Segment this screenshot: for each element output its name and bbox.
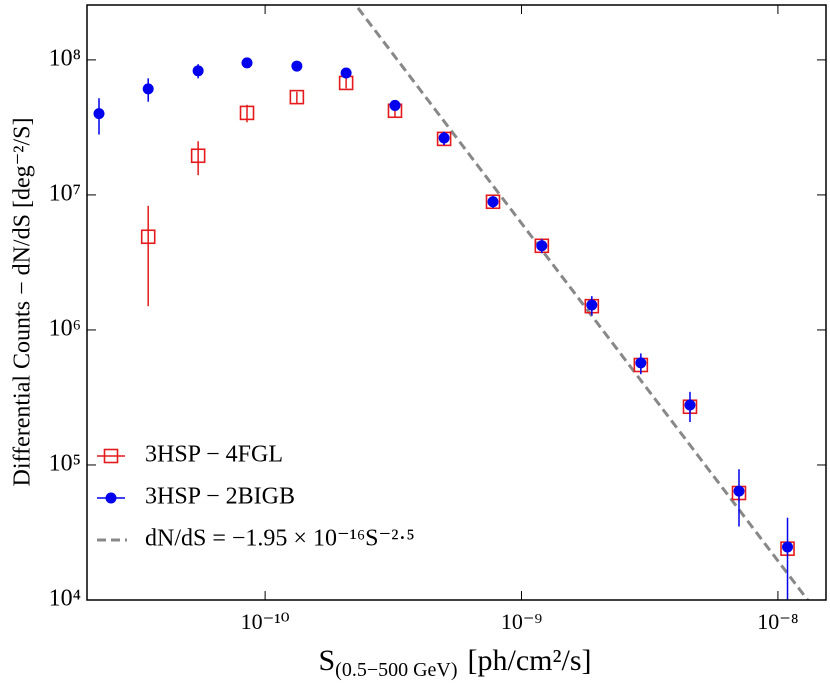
x-tick-label: 10⁻⁸ [757,609,798,634]
data-point [241,57,253,69]
y-tick-label: 10⁷ [49,180,81,206]
data-point [239,105,255,121]
data-point [291,60,303,72]
data-point [782,541,794,553]
data-point [142,83,154,95]
data-point [93,108,105,120]
x-label-unit: [ph/cm²/s] [468,644,592,677]
x-tick-label: 10⁻¹⁰ [241,609,290,634]
data-point [340,67,352,79]
data-point [190,148,206,164]
y-tick-label: 10⁶ [49,315,81,341]
data-point [635,357,647,369]
legend-label: dN/dS = −1.95 × 10⁻¹⁶S⁻²·⁵ [145,526,415,552]
data-point [140,229,156,245]
data-point [487,196,499,208]
y-tick-label: 10⁸ [49,45,81,71]
legend-label: 3HSP − 4FGL [145,442,283,468]
x-label-main: S [318,644,335,677]
data-point [389,99,401,111]
legend-marker [105,492,117,504]
y-tick-label: 10⁵ [49,450,81,476]
y-tick-label: 10⁴ [49,586,81,612]
data-point [192,65,204,77]
data-point [536,240,548,252]
data-point [485,194,501,210]
x-label-sub: (0.5−500 GeV) [335,659,457,681]
y-axis-label: Differential Counts − dN/dS [deg⁻²/S] [10,118,36,487]
power-law-line [353,5,810,600]
legend-label: 3HSP − 2BIGB [145,484,295,510]
data-point [586,299,598,311]
plot-frame [86,4,827,601]
legend-marker [103,448,119,464]
x-axis-label: S(0.5−500 GeV) [ph/cm²/s] [318,644,591,681]
plot-area [93,5,810,600]
data-point [438,132,450,144]
x-tick-label: 10⁻⁹ [501,609,543,634]
data-point [733,485,745,497]
data-point [684,399,696,411]
data-point [289,89,305,105]
